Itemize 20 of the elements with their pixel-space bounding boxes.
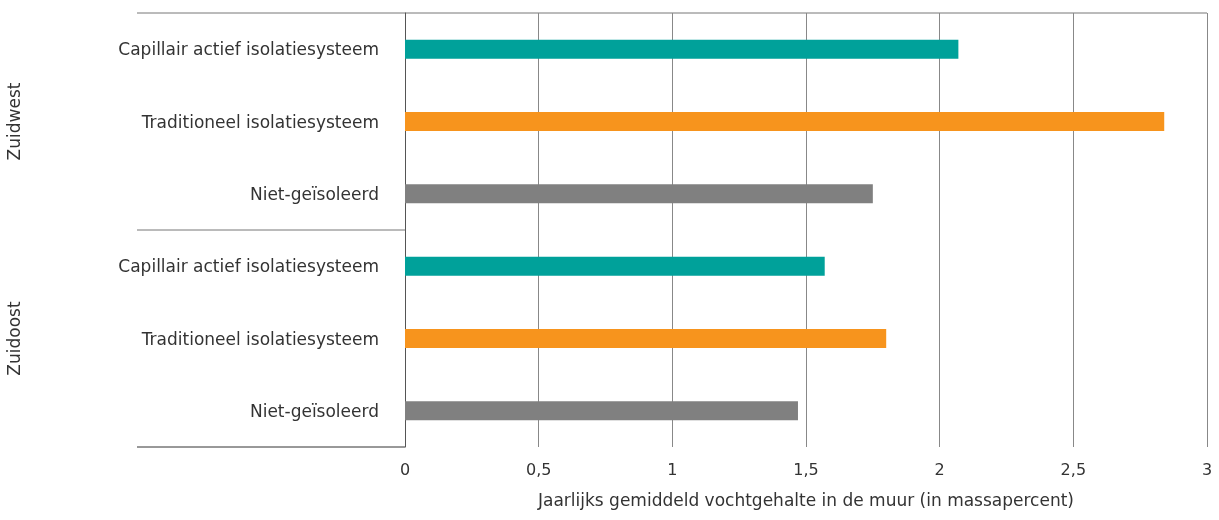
x-tick-label: 1,5 xyxy=(793,459,819,479)
y-tick-label: Niet-geïsoleerd xyxy=(249,183,379,204)
y-tick-label: Capillair actief isolatiesysteem xyxy=(118,39,379,60)
bar xyxy=(405,39,959,59)
x-tick-label: 1 xyxy=(667,459,678,479)
y-tick-label: Traditioneel isolatiesysteem xyxy=(140,328,379,349)
bar xyxy=(405,112,1165,131)
text: Zuidoost xyxy=(4,301,24,376)
x-tick-label: 0,5 xyxy=(525,459,552,479)
bar xyxy=(405,329,887,348)
y-tick-label: Traditioneel isolatiesysteem xyxy=(140,111,379,132)
x-tick-label: 0 xyxy=(399,459,411,479)
x-tick-label: 3 xyxy=(1201,459,1213,479)
x-axis-title: Jaarlijks gemiddeld vochtgehalte in de muur (in massapercent) xyxy=(537,489,1074,510)
x-tick-label: 2 xyxy=(934,459,945,479)
bar xyxy=(405,256,825,276)
x-tick-label: 2,5 xyxy=(1060,459,1087,479)
y-tick-label: Capillair actief isolatiesysteem xyxy=(118,256,379,277)
y-tick-label: Niet-geïsoleerd xyxy=(249,400,379,421)
text: Zuidwest xyxy=(4,82,24,161)
